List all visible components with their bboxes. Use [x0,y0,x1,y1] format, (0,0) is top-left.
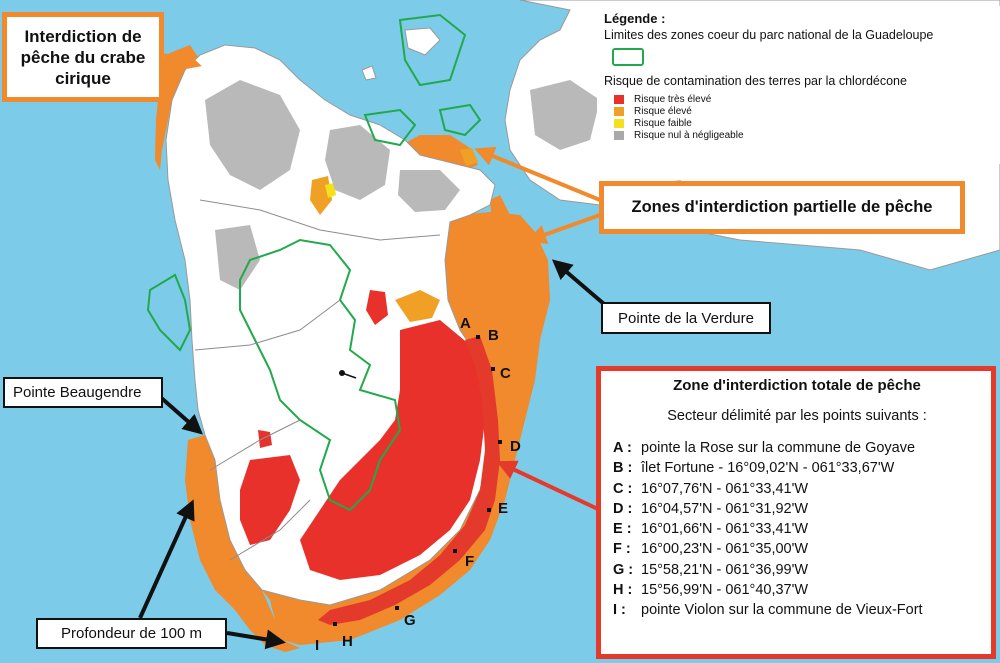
point-row: C : 16°07,76'N - 061°33,41'W [613,479,981,499]
partial-zone-text: Zones d'interdiction partielle de pêche [631,198,933,216]
islet [404,27,441,56]
map-label-d: D [510,438,521,455]
orange-zone-northwest [155,45,200,170]
point-row: F : 16°00,23'N - 061°35,00'W [613,539,981,559]
legend-title: Légende : [604,11,666,26]
point-key: B : [613,460,633,477]
point-row: D : 16°04,57'N - 061°31,92'W [613,499,981,519]
legend-park-swatch [612,48,644,66]
point-text: 15°58,21'N - 061°36,99'W [641,561,809,578]
point-text: 16°04,57'N - 061°31,92'W [641,500,809,517]
point-text: pointe Violon sur la commune de Vieux-Fo… [641,602,923,619]
commune-borders [194,199,441,561]
point-key: E : [613,521,632,538]
map-label-e: E [498,500,508,517]
legend: Légende : Limites des zones coeur du par… [597,6,1000,164]
total-zone-title: Zone d'interdiction totale de pêche [673,377,921,394]
pointe-beaugendre-text: Pointe Beaugendre [13,384,142,401]
profondeur-text: Profondeur de 100 m [61,625,202,642]
orange-zone-north [392,135,478,172]
point-row: G : 15°58,21'N - 061°36,99'W [613,560,981,580]
point-text: 16°07,76'N - 061°33,41'W [641,480,809,497]
legend-item-label: Risque très élevé [634,93,712,105]
point-text: pointe la Rose sur la commune de Goyave [641,440,916,456]
crabe-cirique-text: Interdiction de pêche du crabe cirique [20,26,146,88]
map-label-h: H [342,633,353,650]
callout-arrows [138,50,606,650]
islet [361,65,377,81]
map-label-i: I [315,637,319,654]
legend-swatch-grey [614,130,624,140]
orange-zone-west [185,435,300,652]
pointe-verdure-callout: Pointe de la Verdure [601,302,771,334]
crabe-cirique-callout: Interdiction de pêche du crabe cirique [2,12,164,102]
legend-park-limits-label: Limites des zones coeur du parc national… [604,28,934,42]
point-key: D : [613,500,633,517]
legend-item: Risque très élevé [614,93,993,105]
contamination-high-risk [240,290,485,580]
contamination-low-risk [325,183,336,198]
contamination-null-risk [205,80,720,290]
point-row: I : pointe Violon sur la commune de Vieux… [613,600,981,620]
legend-item: Risque faible [614,117,993,129]
pointe-beaugendre-callout: Pointe Beaugendre [3,377,163,408]
park-limits [146,13,482,512]
point-key: A : [613,440,632,456]
map-label-f: F [465,553,474,570]
legend-contamination-title: Risque de contamination des terres par l… [604,74,907,88]
partial-zone-callout: Zones d'interdiction partielle de pêche [599,181,965,234]
point-text: 16°00,23'N - 061°35,00'W [641,541,809,558]
point-key: C : [613,480,633,497]
legend-item-label: Risque élevé [634,105,692,117]
map-label-a: A [460,315,471,332]
map-label-c: C [500,365,511,382]
legend-item: Risque élevé [614,105,993,117]
legend-swatch-yellow [614,118,624,128]
pointe-verdure-text: Pointe de la Verdure [618,309,754,327]
legend-item-label: Risque nul à négligeable [634,129,744,141]
point-text: 15°56,99'N - 061°40,37'W [641,582,809,599]
total-zone-subtitle: Secteur délimité par les points suivants… [667,408,927,424]
point-row: A : pointe la Rose sur la commune de Goya… [613,438,981,458]
map-label-b: B [488,327,499,344]
orange-zone-strip [490,195,510,230]
point-key: I : [613,602,626,619]
map-label-g: G [404,612,416,629]
point-text: îlet Fortune - 16°09,02'N - 061°33,67'W [641,460,895,477]
boundary-markers [333,335,502,626]
point-text: 16°01,66'N - 061°33,41'W [641,521,809,538]
profondeur-callout: Profondeur de 100 m [36,618,227,649]
legend-item: Risque nul à négligeable [614,129,993,141]
point-row: B : îlet Fortune - 16°09,02'N - 061°33,67… [613,458,981,478]
point-key: G : [613,561,634,578]
legend-swatch-red [614,94,624,104]
point-key: F : [613,541,631,558]
total-zone-callout: Zone d'interdiction totale de pêche Sect… [596,366,996,659]
point-row: H : 15°56,99'N - 061°40,37'W [613,580,981,600]
point-row: E : 16°01,66'N - 061°33,41'W [613,519,981,539]
point-key: H : [613,582,633,599]
legend-swatch-orange [614,106,624,116]
legend-item-label: Risque faible [634,117,692,129]
